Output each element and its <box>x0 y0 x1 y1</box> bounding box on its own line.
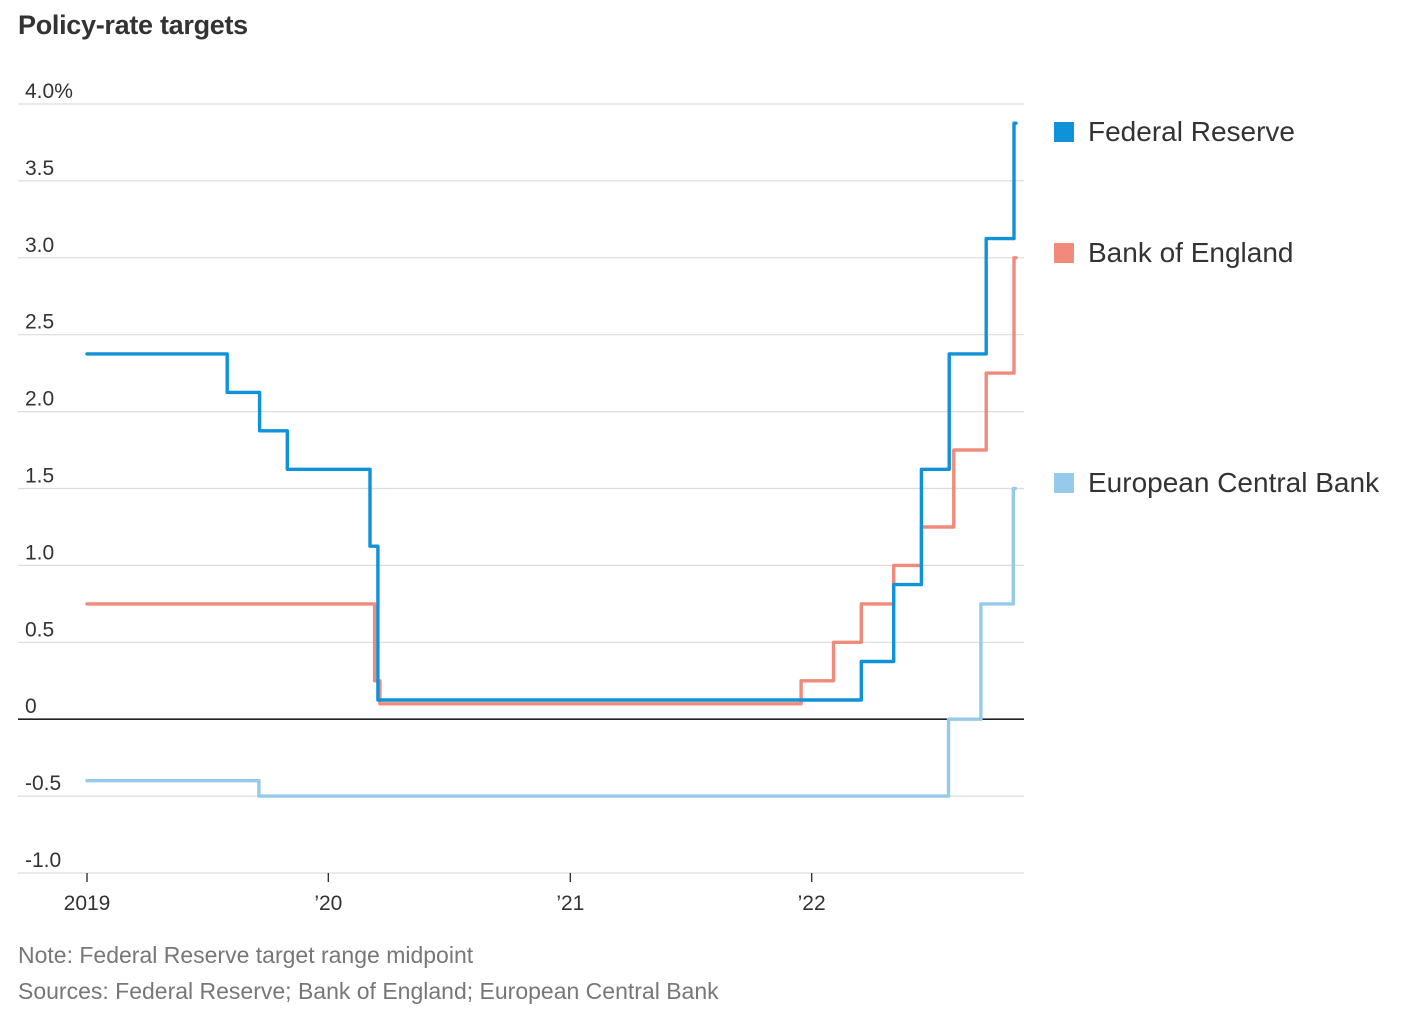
y-tick-label: -0.5 <box>25 772 61 795</box>
x-tick-label: ’20 <box>314 892 342 915</box>
y-axis-ticks: 4.0% 3.5 3.0 2.5 2.0 1.5 1.0 0.5 0 -0.5 -1.0 <box>25 80 73 872</box>
chart-title: Policy-rate targets <box>18 10 248 40</box>
legend-item-federal-reserve: Federal Reserve <box>1054 116 1295 148</box>
x-axis-ticks: 2019 ’20 ’21 ’22 <box>64 873 826 915</box>
y-tick-label: 3.5 <box>25 157 54 180</box>
series-line-bank-of-england <box>85 256 1018 706</box>
legend-item-bank-of-england: Bank of England <box>1054 237 1294 269</box>
y-tick-label: 1.5 <box>25 465 54 488</box>
y-tick-label: 2.0 <box>25 388 54 411</box>
legend-label-european-central-bank: European Central Bank <box>1088 467 1380 498</box>
chart-note: Note: Federal Reserve target range midpo… <box>18 942 474 968</box>
x-tick-label: ’21 <box>556 892 584 915</box>
y-tick-label: 1.0 <box>25 541 54 564</box>
grid-layer <box>18 103 1024 874</box>
chart-sources: Sources: Federal Reserve; Bank of Englan… <box>18 978 719 1004</box>
y-tick-label: -1.0 <box>25 849 61 872</box>
legend-swatch-bank-of-england <box>1054 243 1074 263</box>
chart-plot: 4.0% 3.5 3.0 2.5 2.0 1.5 1.0 0.5 0 -0.5 -1.0 2019 ’… <box>18 80 1024 915</box>
x-tick-label: ’22 <box>798 892 826 915</box>
y-tick-label: 3.0 <box>25 234 54 257</box>
x-tick-label: 2019 <box>64 892 111 915</box>
series-line-federal-reserve <box>85 121 1018 702</box>
y-tick-label: 0.5 <box>25 618 54 641</box>
y-tick-label: 2.5 <box>25 311 54 334</box>
legend-item-european-central-bank: European Central Bank <box>1054 467 1379 499</box>
series-line-european-central-bank <box>85 486 1017 798</box>
legend-swatch-federal-reserve <box>1054 122 1074 142</box>
series-layer <box>85 121 1018 798</box>
legend-label-bank-of-england: Bank of England <box>1088 237 1294 268</box>
legend-label-federal-reserve: Federal Reserve <box>1088 116 1295 147</box>
legend-swatch-european-central-bank <box>1054 473 1074 493</box>
y-tick-label: 4.0% <box>25 80 73 103</box>
y-tick-label: 0 <box>25 695 37 718</box>
